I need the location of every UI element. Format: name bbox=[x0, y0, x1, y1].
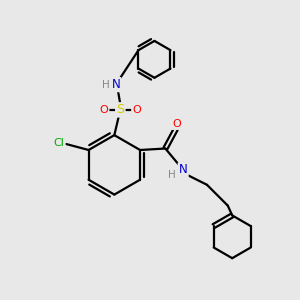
Text: O: O bbox=[132, 105, 141, 115]
Text: O: O bbox=[100, 105, 108, 115]
Text: N: N bbox=[179, 164, 188, 176]
Text: N: N bbox=[111, 78, 120, 91]
Text: Cl: Cl bbox=[53, 138, 64, 148]
Text: O: O bbox=[172, 119, 181, 129]
Text: H: H bbox=[168, 170, 176, 180]
Text: H: H bbox=[102, 80, 110, 90]
Text: S: S bbox=[116, 103, 124, 116]
